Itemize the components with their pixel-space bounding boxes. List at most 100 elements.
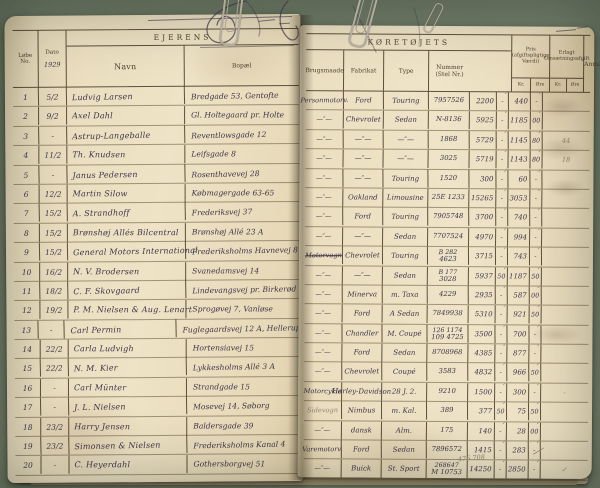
vehicle-usage: Motorvogn bbox=[304, 246, 344, 265]
ledger-row: 7 15/2 A. Strandhoff Frederiksvej 37 bbox=[13, 202, 300, 224]
entry-date: - bbox=[38, 320, 66, 340]
vehicle-number: 3583 bbox=[427, 363, 469, 382]
vehicle-number: B 177 3028 bbox=[427, 266, 469, 286]
vehicle-usage: —″— bbox=[304, 304, 343, 324]
tax-ore: ✓ 00 bbox=[528, 420, 542, 441]
tax-kr: 1187 bbox=[507, 266, 530, 286]
vehicle-type: St. Sport bbox=[381, 459, 427, 479]
price-ore: ✓ - bbox=[496, 206, 509, 228]
tax-ore: ✓ 50 bbox=[529, 362, 542, 383]
header-pris: Pris (afgiftspligtige Værdi) Kr. Øre bbox=[510, 35, 551, 92]
tax-ore: ✓ - bbox=[530, 207, 543, 228]
owner-name: Simonsen & Nielsen bbox=[69, 435, 188, 456]
remark bbox=[542, 306, 589, 325]
owner-name: Ludvig Larsen bbox=[66, 86, 186, 107]
ledger-row: 4 11/2 Th. Knudsen Leifsgade 8 bbox=[13, 144, 300, 166]
price-ore: ✓ - bbox=[496, 168, 509, 189]
owner-residence: Mosevej 14, Søborg bbox=[193, 400, 270, 412]
pencil-tick: ✓ bbox=[501, 458, 507, 466]
owner-name: Harry Jensen bbox=[69, 416, 188, 436]
header-bopael: Bopæl bbox=[231, 61, 252, 69]
tax-kr: 743 bbox=[507, 247, 531, 267]
ledger-row: —″— Ford A Sedan 7849938 5310 ✓ -921 ✓ 50 bbox=[304, 303, 589, 326]
pencil-tick: ✓ bbox=[501, 283, 508, 291]
vehicle-type: Touring bbox=[383, 207, 429, 227]
entry-date: 23/2 bbox=[41, 417, 70, 436]
ledger-row: 3- Astrup-Langeballe Reventlowsgade 12 bbox=[13, 124, 300, 147]
remark bbox=[543, 112, 590, 131]
vehicle-type: Touring bbox=[382, 246, 429, 266]
owner-name: C. F. Skovgaard bbox=[68, 279, 187, 301]
owner-residence: Strandgade 15 bbox=[192, 381, 250, 392]
owner-residence: Svanedamsvej 14 bbox=[192, 265, 260, 275]
vehicle-number-main: 389 bbox=[440, 406, 454, 415]
pencil-tick: ✓ bbox=[502, 187, 508, 194]
owner-residence: Gothersborgvej 51 bbox=[193, 459, 266, 469]
owner-residence: Lindevangsvej pr. Birkerød bbox=[192, 283, 297, 295]
price-kr: 5925 bbox=[469, 111, 497, 131]
entry-number: 8 bbox=[13, 223, 40, 243]
remark bbox=[541, 422, 588, 441]
owner-residence: Baldersgade 39 bbox=[193, 420, 254, 430]
owner-name: Axel Dahl bbox=[67, 106, 186, 126]
price-kr: 5310 bbox=[468, 305, 496, 325]
owner-name: N. M. Kier bbox=[68, 357, 187, 379]
vehicle-type: Sedan bbox=[381, 440, 427, 460]
remark: ✓ bbox=[561, 466, 567, 475]
ledger-row: 2 9/2 Axel Dahl Gl. Holtegaard pr. Holte bbox=[13, 105, 300, 127]
ledger-row: —″— —″— Sedan 7707524 4970 ✓ -994 ✓ - bbox=[304, 226, 590, 248]
vehicle-make: Chandler bbox=[342, 324, 383, 343]
right-page-title: KØRETØJETS bbox=[306, 34, 512, 52]
vehicle-make: Harley-Davidson bbox=[332, 382, 391, 401]
vehicle-number-main: 4623 bbox=[439, 255, 457, 264]
price-kr: 2935 bbox=[468, 286, 496, 305]
vehicle-make: Chevrolet bbox=[342, 362, 383, 382]
ore-label: Øre bbox=[570, 82, 580, 88]
vehicle-usage: —″— bbox=[305, 129, 344, 149]
owner-residence: Gl. Holtegaard pr. Holte bbox=[191, 110, 285, 120]
vehicle-type: Touring bbox=[383, 169, 429, 188]
pencil-tick: ✓ bbox=[535, 284, 542, 291]
vehicle-number: 1520 bbox=[428, 169, 470, 189]
remark bbox=[542, 286, 589, 305]
ledger-row: —″— —″— —″— 1868 5729 ✓ -1145 ✓ 80 44 bbox=[305, 128, 590, 152]
tax-kr: 440 bbox=[508, 92, 531, 111]
entry-date: 15/2 bbox=[39, 242, 69, 262]
owner-name: A. Strandhoff bbox=[67, 202, 186, 224]
pencil-tick: ✓ bbox=[501, 419, 507, 427]
ledger-row: 16- Carl Münter Strandgade 15 bbox=[14, 376, 302, 399]
vehicle-number-main: 3028 bbox=[439, 274, 457, 283]
tax-kr: 283 bbox=[506, 441, 529, 460]
remark bbox=[542, 209, 589, 228]
header-dato: Dato 1929 bbox=[38, 30, 67, 87]
entry-date: - bbox=[39, 164, 68, 184]
vehicle-make: Nimbus bbox=[341, 401, 383, 421]
vehicle-usage: —″— bbox=[304, 285, 343, 304]
ledger-row: 17- J. L. Nielsen Mosevej 14, Søborg bbox=[14, 396, 302, 418]
tax-ore: ✓ 80 bbox=[530, 128, 543, 150]
vehicle-number-main: 7905748 bbox=[433, 212, 464, 221]
entry-date: - bbox=[39, 126, 68, 146]
vehicle-number-main: 9210 bbox=[438, 387, 456, 396]
pencil-tick: ✓ bbox=[536, 187, 542, 194]
vehicle-number-main: 3025 bbox=[439, 154, 458, 163]
entry-number: 11 bbox=[14, 281, 41, 301]
tax-ore: ✓ - bbox=[528, 459, 541, 480]
pencil-tick: ✓ bbox=[535, 400, 541, 408]
remark bbox=[541, 403, 588, 422]
vehicle-make: Chevrolet bbox=[342, 246, 384, 266]
pencil-tick: ✓ bbox=[536, 128, 543, 136]
ledger-row: —″— Chevrolet Coupé 3583 4832 ✓ -966 ✓ 50 bbox=[304, 361, 589, 384]
entry-date: - bbox=[40, 378, 69, 397]
vehicle-make: Ford bbox=[342, 343, 383, 363]
tax-kr: 921 bbox=[507, 305, 530, 325]
header-type: Type bbox=[383, 50, 430, 91]
vehicle-number-main: 7957526 bbox=[433, 96, 465, 105]
price-ore: ✓ - bbox=[495, 303, 508, 325]
pencil-tick: ✓ bbox=[501, 342, 507, 349]
vehicle-number: 7707524 bbox=[427, 227, 470, 247]
vehicle-usage: Sidevogn bbox=[303, 401, 343, 421]
ledger-row: 15 22/2 N. M. Kier Lykkesholms Allé 3 A bbox=[14, 357, 301, 379]
ledger-row: —″— Ford Touring 7905748 3700 ✓ -740 ✓ - bbox=[305, 206, 590, 229]
